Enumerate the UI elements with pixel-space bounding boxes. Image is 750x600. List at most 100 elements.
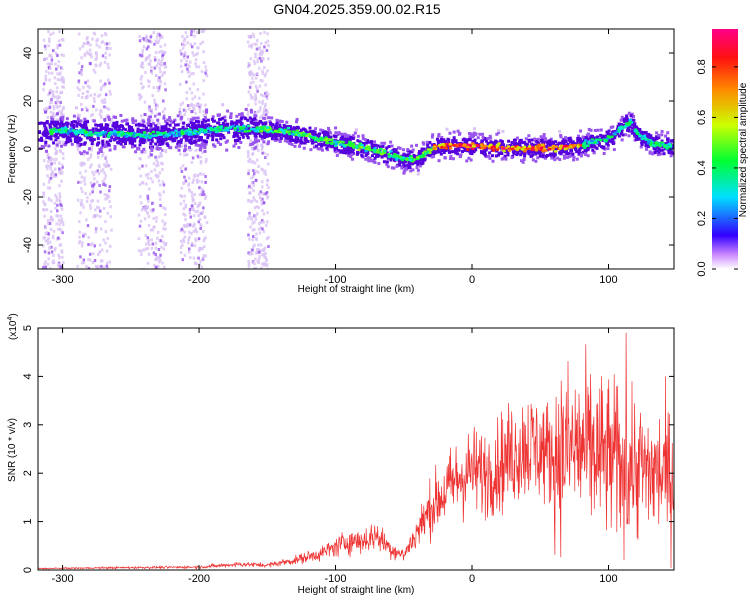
spectrogram-cell [201, 141, 205, 145]
spectrogram-cell [273, 127, 277, 131]
spectrogram-cell [48, 156, 51, 160]
spectrogram-cell [308, 126, 312, 130]
spectrogram-cell [184, 63, 187, 67]
spectrogram-cell [53, 161, 56, 165]
spectrogram-cell [154, 253, 157, 257]
spectrogram-cell [644, 131, 648, 135]
spectrogram-cell [104, 142, 108, 146]
spectrogram-cell [102, 83, 105, 87]
spectrogram-cell [181, 42, 185, 46]
spectrogram-cell [161, 162, 164, 166]
spectrogram-cell [183, 175, 186, 179]
spectrogram-cell [346, 146, 350, 150]
spectrogram-cell [59, 214, 62, 218]
spectrogram-cell [149, 177, 153, 181]
spectrogram-cell [228, 125, 233, 129]
spectrogram-cell [323, 134, 327, 138]
spectrogram-cell [108, 185, 112, 189]
spectrogram-cell [74, 106, 78, 110]
spectrogram-cell [387, 153, 391, 156]
spectrogram-cell [400, 160, 404, 164]
spectrogram-cell [286, 139, 290, 143]
spectrogram-cell [154, 155, 157, 159]
spectrogram-cell [533, 143, 537, 147]
spectrogram-cell [258, 134, 262, 138]
spectrogram-cell [132, 131, 136, 135]
spectrogram-cell [190, 194, 194, 198]
spectrogram-cell [158, 66, 161, 70]
spectrogram-cell [138, 182, 142, 186]
spectrogram-cell [274, 137, 278, 141]
spectrogram-cell [444, 149, 448, 153]
spectrogram-cell [646, 136, 650, 140]
spectrogram-cell [161, 73, 164, 77]
spectrogram-cell [452, 136, 456, 140]
spectrogram-cell [195, 178, 199, 182]
spectrogram-cell [521, 160, 525, 164]
spectrogram-cell [402, 152, 406, 156]
spectrogram-cell [76, 140, 80, 144]
spectrogram-cell [240, 129, 244, 133]
spectrogram-cell [85, 128, 89, 132]
spectrogram-cell [216, 140, 220, 144]
spectrogram-cell [491, 159, 495, 163]
spectrogram-cell [557, 141, 561, 145]
spectrogram-cell [59, 265, 63, 269]
spectrogram-cell [75, 121, 79, 125]
spectrogram-cell [42, 208, 46, 212]
spectrogram-cell [128, 141, 132, 145]
spectrogram-cell [77, 180, 80, 184]
spectrogram-cell [83, 182, 87, 186]
spectrogram-cell [451, 157, 455, 161]
spectrogram-cell [347, 153, 351, 157]
spectrogram-cell [101, 151, 105, 155]
spectrogram-cell [591, 148, 595, 152]
spectrogram-cell [266, 124, 269, 128]
spectrogram-cell [372, 149, 377, 153]
spectrogram-cell [181, 125, 185, 129]
spectrogram-cell [657, 150, 661, 154]
spectrogram-cell [71, 126, 75, 130]
spectrogram-cell [109, 205, 112, 209]
spectrogram-cell [83, 179, 86, 183]
spectrogram-cell [523, 154, 527, 158]
spectrogram-cell [137, 134, 141, 138]
spectrogram-cell [309, 130, 313, 134]
spectrogram-cell [52, 116, 55, 120]
spectrogram-cell [81, 241, 84, 245]
spectrogram-cell [396, 151, 400, 155]
spectrogram-cell [114, 115, 118, 119]
spectrogram-cell [585, 146, 589, 150]
spectrogram-cell [187, 250, 191, 254]
spectrogram-cell [77, 32, 81, 36]
spectrogram-cell [148, 128, 152, 132]
spectrogram-cell [317, 135, 321, 139]
spectrogram-cell [145, 182, 148, 186]
spectrogram-cell [78, 47, 82, 51]
spectrogram-cell [254, 118, 258, 122]
spectrogram-cell [451, 139, 455, 143]
spectrogram-cell [448, 143, 453, 146]
spectrogram-cell [258, 222, 261, 226]
spectrogram-cell [625, 117, 629, 121]
spectrogram-cell [170, 137, 174, 141]
spectrogram-cell [100, 131, 105, 134]
spectrogram-cell [345, 140, 349, 144]
spectrogram-cell [172, 128, 176, 132]
spectrogram-cell [301, 141, 305, 145]
spectrogram-cell [88, 86, 91, 90]
spectrogram-cell [151, 242, 155, 246]
spectrogram-cell [213, 128, 218, 132]
spectrogram-cell [254, 236, 258, 240]
spectrogram-cell [599, 133, 603, 137]
spectrogram-cell [262, 133, 266, 137]
spectrogram-cell [143, 113, 147, 117]
spectrogram-cell [275, 125, 279, 129]
spectrogram-cell [281, 134, 285, 138]
spectrogram-cell [182, 238, 185, 242]
spectrogram-cell [266, 39, 270, 43]
spectrogram-cell [248, 157, 252, 161]
spectrogram-cell [172, 126, 176, 130]
spectrogram-cell [337, 132, 341, 136]
spectrogram-cell [258, 100, 261, 104]
